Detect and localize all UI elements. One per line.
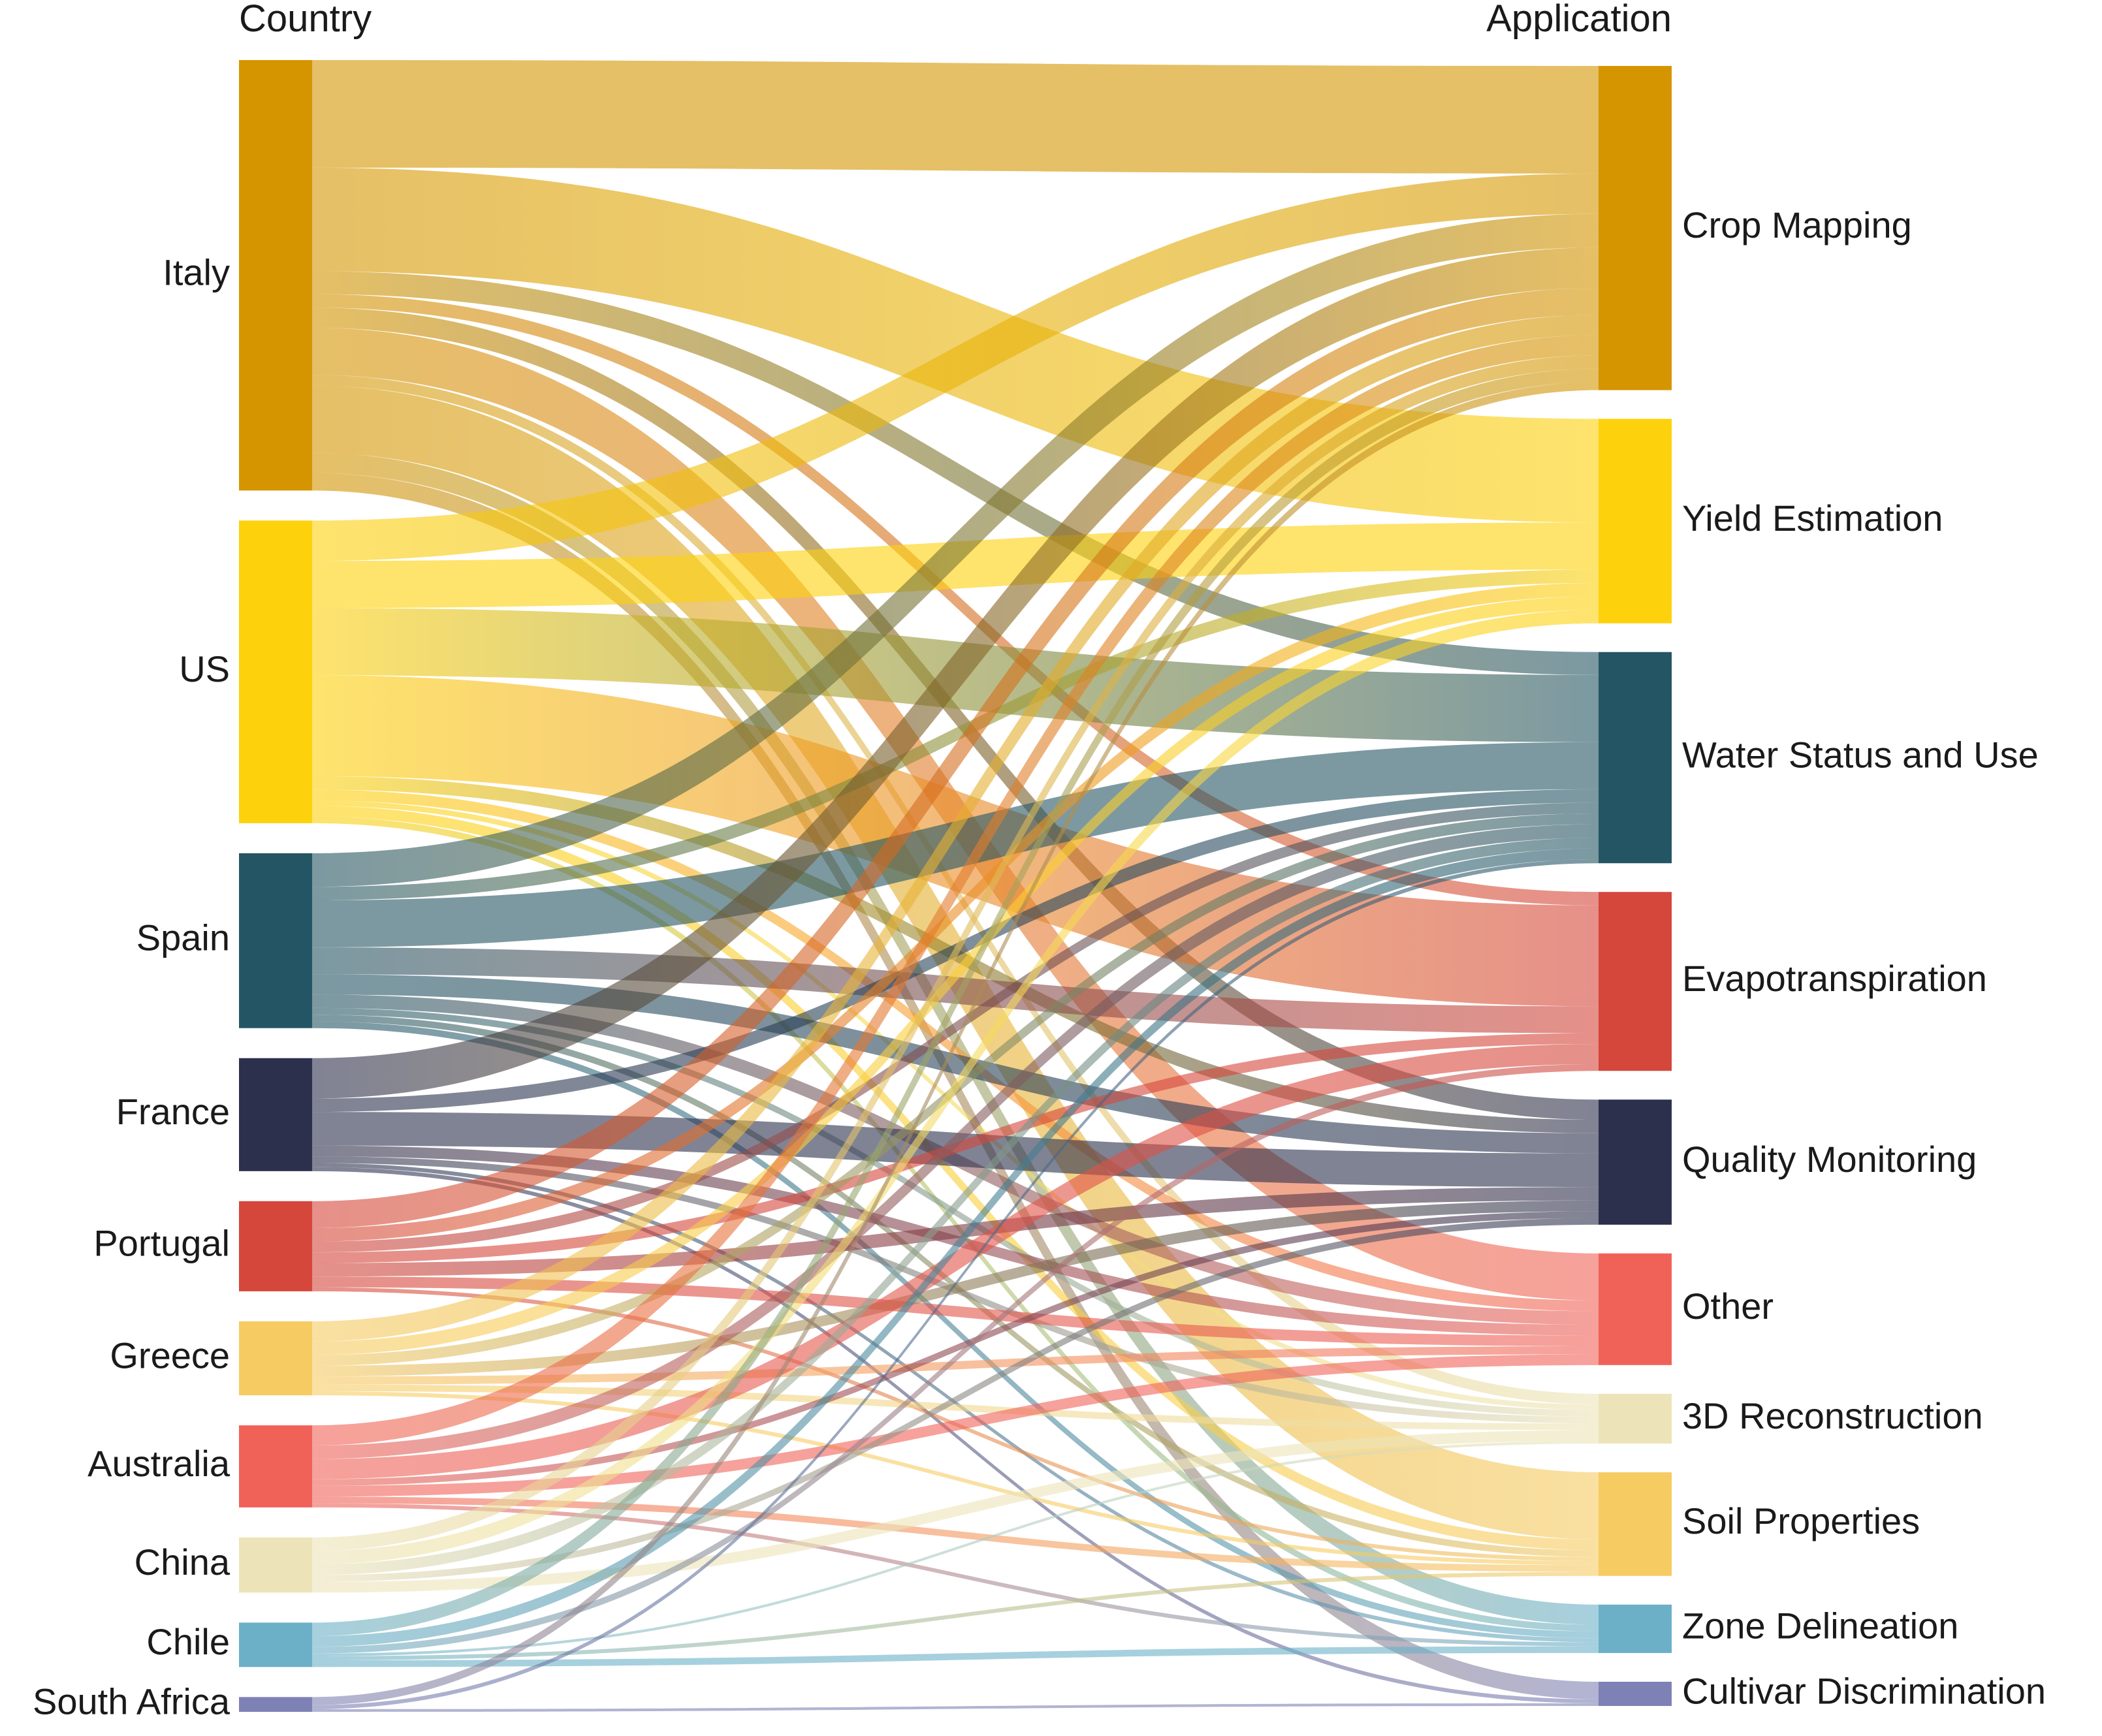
link-italy-to-quality-monitoring [312, 308, 1599, 1120]
source-node-greece [239, 1321, 312, 1396]
source-label-us: US [179, 648, 230, 689]
link-australia-to-soil-properties [312, 1496, 1599, 1572]
target-node-cultivar-discrimination [1599, 1681, 1672, 1706]
link-portugal-to-water-status-and-use [312, 802, 1599, 1253]
link-china-to-quality-monitoring [312, 1218, 1599, 1582]
link-china-to-3d-reconstruction [312, 1430, 1599, 1593]
source-label-australia: Australia [88, 1443, 231, 1484]
link-chile-to-crop-mapping [312, 368, 1599, 1636]
source-node-south-africa [239, 1697, 312, 1712]
link-australia-to-water-status-and-use [312, 824, 1599, 1459]
source-label-portugal: Portugal [93, 1223, 230, 1264]
link-australia-to-other [312, 1354, 1599, 1497]
right-axis-header: Application [1486, 0, 1672, 40]
target-node-yield-estimation [1599, 418, 1672, 623]
link-chile-to-3d-reconstruction [312, 1440, 1599, 1656]
category-nodes [239, 60, 1672, 1712]
link-spain-to-3d-reconstruction [312, 1007, 1599, 1417]
source-node-us [239, 520, 312, 823]
link-portugal-to-quality-monitoring [312, 1187, 1599, 1277]
link-france-to-crop-mapping [312, 247, 1599, 1099]
source-label-italy: Italy [163, 251, 230, 292]
link-spain-to-evapotranspiration [312, 947, 1599, 1034]
target-node-other [1599, 1253, 1672, 1365]
source-label-china: China [135, 1541, 231, 1583]
source-label-greece: Greece [110, 1334, 230, 1376]
source-node-france [239, 1058, 312, 1171]
target-label-other: Other [1682, 1286, 1774, 1327]
link-china-to-water-status-and-use [312, 838, 1599, 1575]
source-label-chile: Chile [146, 1621, 230, 1662]
link-us-to-zone-delineation [312, 816, 1599, 1632]
link-south-africa-to-water-status-and-use [312, 859, 1599, 1709]
link-france-to-other [312, 1145, 1599, 1336]
link-chile-to-water-status-and-use [312, 848, 1599, 1647]
link-south-africa-to-cultivar-discrimination [312, 1703, 1599, 1712]
link-italy-to-water-status-and-use [312, 271, 1599, 675]
link-spain-to-quality-monitoring [312, 974, 1599, 1154]
target-node-evapotranspiration [1599, 892, 1672, 1071]
flow-links [312, 60, 1599, 1712]
target-label-yield-estimation: Yield Estimation [1682, 497, 1943, 539]
link-us-to-soil-properties [312, 806, 1599, 1551]
category-labels: Italy US Spain France Portugal Greece Australi… [33, 204, 2046, 1722]
link-france-to-cultivar-discrimination [312, 1167, 1599, 1703]
link-spain-to-crop-mapping [312, 213, 1599, 887]
target-node-3d-reconstruction [1599, 1393, 1672, 1444]
link-us-to-crop-mapping [312, 173, 1599, 561]
link-greece-to-crop-mapping [312, 315, 1599, 1342]
link-portugal-to-yield-estimation [312, 582, 1599, 1242]
link-china-to-crop-mapping [312, 355, 1599, 1551]
source-node-china [239, 1537, 312, 1593]
link-us-to-3d-reconstruction [312, 800, 1599, 1410]
target-label-crop-mapping: Crop Mapping [1682, 204, 1912, 245]
link-spain-to-zone-delineation [312, 1021, 1599, 1639]
link-china-to-yield-estimation [312, 610, 1599, 1565]
link-australia-to-quality-monitoring [312, 1211, 1599, 1486]
source-node-chile [239, 1622, 312, 1667]
target-label-cultivar-discrimination: Cultivar Discrimination [1682, 1670, 2046, 1711]
source-node-italy [239, 60, 312, 491]
source-label-south-africa: South Africa [33, 1681, 231, 1722]
link-greece-to-other [312, 1346, 1599, 1385]
link-us-to-other [312, 789, 1599, 1312]
source-node-australia [239, 1425, 312, 1507]
link-greece-to-3d-reconstruction [312, 1384, 1599, 1430]
link-australia-to-evapotranspiration [312, 1044, 1599, 1479]
link-greece-to-soil-properties [312, 1391, 1599, 1566]
target-label-quality-monitoring: Quality Monitoring [1682, 1139, 1977, 1180]
left-axis-header: Country [239, 0, 372, 40]
target-label-soil-properties: Soil Properties [1682, 1500, 1920, 1541]
link-spain-to-yield-estimation [312, 569, 1599, 901]
link-spain-to-water-status-and-use [312, 742, 1599, 948]
link-italy-to-evapotranspiration [312, 294, 1599, 906]
link-australia-to-zone-delineation [312, 1503, 1599, 1647]
source-node-spain [239, 853, 312, 1028]
source-label-france: France [116, 1091, 230, 1132]
target-label-3d-reconstruction: 3D Reconstruction [1682, 1395, 1983, 1436]
source-label-spain: Spain [136, 917, 230, 958]
link-south-africa-to-crop-mapping [312, 382, 1599, 1705]
link-italy-to-soil-properties [312, 385, 1599, 1540]
source-node-portugal [239, 1201, 312, 1291]
target-label-water-status-and-use: Water Status and Use [1682, 734, 2039, 775]
target-label-evapotranspiration: Evapotranspiration [1682, 958, 1987, 999]
target-label-zone-delineation: Zone Delineation [1682, 1605, 1958, 1647]
link-chile-to-zone-delineation [312, 1646, 1599, 1667]
target-node-soil-properties [1599, 1472, 1672, 1576]
target-node-water-status-and-use [1599, 652, 1672, 864]
link-italy-to-zone-delineation [312, 452, 1599, 1625]
link-portugal-to-other [312, 1276, 1599, 1347]
link-chile-to-evapotranspiration [312, 1064, 1599, 1654]
link-italy-to-crop-mapping [312, 60, 1599, 174]
link-greece-to-yield-estimation [312, 596, 1599, 1355]
target-node-quality-monitoring [1599, 1099, 1672, 1225]
link-australia-to-crop-mapping [312, 335, 1599, 1446]
target-node-zone-delineation [1599, 1604, 1672, 1653]
link-portugal-to-crop-mapping [312, 287, 1599, 1229]
target-node-crop-mapping [1599, 66, 1672, 390]
link-chile-to-soil-properties [312, 1571, 1599, 1661]
link-greece-to-quality-monitoring [312, 1200, 1599, 1377]
